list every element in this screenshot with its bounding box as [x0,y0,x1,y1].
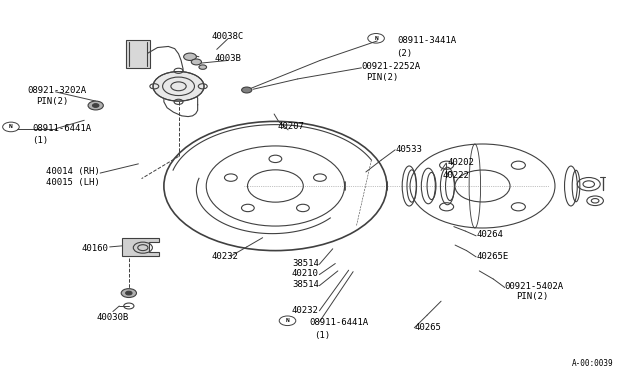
Text: 00921-2252A: 00921-2252A [362,61,420,71]
Text: 08911-3441A: 08911-3441A [397,36,457,45]
Text: 40207: 40207 [278,122,305,131]
Text: 40264: 40264 [476,230,503,239]
Circle shape [88,101,103,110]
Text: (1): (1) [32,137,48,145]
Circle shape [242,87,252,93]
Text: N: N [374,36,378,41]
Text: 40038C: 40038C [211,32,244,41]
Text: 08911-6441A: 08911-6441A [33,124,92,133]
Text: 40265: 40265 [414,323,441,331]
Text: 38514: 38514 [292,259,319,268]
Circle shape [121,289,136,298]
Text: 40210: 40210 [292,269,319,278]
Circle shape [125,291,132,295]
Text: 38514: 38514 [292,280,319,289]
Circle shape [191,59,202,65]
Circle shape [153,71,204,101]
Text: 40030B: 40030B [97,312,129,321]
Text: 00921-5402A: 00921-5402A [505,282,564,291]
Text: 40533: 40533 [395,145,422,154]
Polygon shape [125,40,150,68]
Text: (1): (1) [314,331,330,340]
Text: 40222: 40222 [443,171,470,180]
Text: 40160: 40160 [81,244,108,253]
Circle shape [199,65,207,69]
Polygon shape [122,238,159,256]
Text: N: N [285,318,289,323]
Text: 4003B: 4003B [214,54,241,63]
Text: 40232: 40232 [292,306,319,315]
Circle shape [184,53,196,61]
Text: 40232: 40232 [212,251,239,261]
Text: 40015 (LH): 40015 (LH) [46,178,100,187]
Text: A-00:0039: A-00:0039 [572,359,613,368]
Text: PIN(2): PIN(2) [366,73,398,81]
Text: 08921-3202A: 08921-3202A [27,86,86,94]
Text: 40265E: 40265E [476,251,508,261]
Text: PIN(2): PIN(2) [36,97,68,106]
Text: 08911-6441A: 08911-6441A [309,318,368,327]
Text: (2): (2) [396,49,413,58]
Circle shape [93,104,99,108]
Text: 40014 (RH): 40014 (RH) [46,167,100,176]
Text: 40202: 40202 [447,157,474,167]
Text: N: N [9,124,13,129]
Text: PIN(2): PIN(2) [516,292,548,301]
